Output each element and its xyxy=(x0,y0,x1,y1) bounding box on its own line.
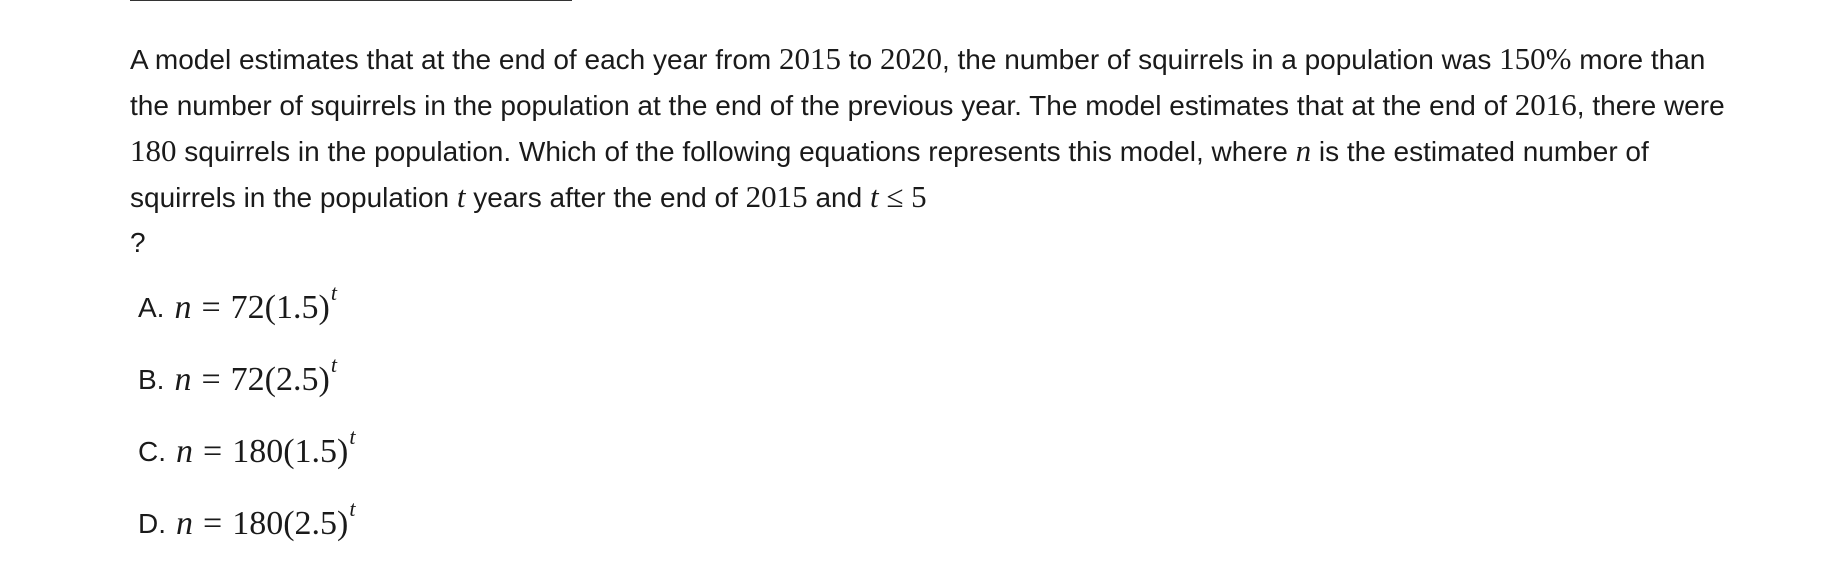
equation-exponent: t xyxy=(349,424,356,449)
choice-b[interactable]: B. n = 72(2.5)t xyxy=(138,344,355,416)
question-part: and xyxy=(807,182,870,213)
math-cond-op: ≤ xyxy=(879,179,912,214)
choice-letter: D. xyxy=(138,508,166,539)
choice-letter: B. xyxy=(138,364,165,395)
choice-equation: n = 72(2.5)t xyxy=(174,354,336,399)
math-percent: 150% xyxy=(1499,41,1572,76)
math-year-known: 2016 xyxy=(1514,87,1577,122)
question-part: is the estimated number of squirrels in … xyxy=(130,136,1649,213)
equation-base: (2.5) xyxy=(264,361,330,398)
math-year-end: 2020 xyxy=(879,41,942,76)
equation-equals: = xyxy=(203,433,223,470)
question-part: , there were xyxy=(1576,90,1725,121)
math-cond-val: 5 xyxy=(911,179,927,214)
choice-a[interactable]: A. n = 72(1.5)t xyxy=(138,272,355,344)
math-cond-var: t xyxy=(869,179,879,214)
choice-equation: n = 72(1.5)t xyxy=(174,282,336,327)
question-part: , the number of squirrels in a populatio… xyxy=(941,44,1500,75)
choice-equation: n = 180(2.5)t xyxy=(176,498,355,543)
math-leq: ≤ xyxy=(886,179,904,214)
math-count: 180 xyxy=(130,133,177,168)
equation-exponent: t xyxy=(330,280,337,305)
question-part: years after the end of xyxy=(465,182,746,213)
math-var-t: t xyxy=(456,179,466,214)
choice-d[interactable]: D. n = 180(2.5)t xyxy=(138,488,355,560)
equation-coefficient: 72 xyxy=(230,289,265,326)
equation-equals: = xyxy=(203,505,223,542)
equation-base: (2.5) xyxy=(283,505,349,542)
equation-equals: = xyxy=(201,361,221,398)
choice-c[interactable]: C. n = 180(1.5)t xyxy=(138,416,355,488)
equation-equals: = xyxy=(201,289,221,326)
math-year-base: 2015 xyxy=(745,179,808,214)
question-part: more than the number of squirrels in the… xyxy=(130,44,1706,121)
equation-exponent: t xyxy=(349,496,356,521)
equation-var: n xyxy=(174,289,192,326)
question-text: A model estimates that at the end of eac… xyxy=(130,36,1740,265)
math-var-n: n xyxy=(1295,133,1312,168)
question-part: A model estimates that at the end of eac… xyxy=(130,44,780,75)
choice-letter: C. xyxy=(138,436,166,467)
equation-base: (1.5) xyxy=(283,433,349,470)
equation-coefficient: 72 xyxy=(230,361,265,398)
question-part: squirrels in the population. Which of th… xyxy=(176,136,1296,167)
equation-var: n xyxy=(176,505,193,542)
equation-base: (1.5) xyxy=(264,289,330,326)
question-mark: ? xyxy=(130,227,146,258)
equation-coefficient: 180 xyxy=(232,433,284,470)
top-divider xyxy=(130,0,572,1)
choice-equation: n = 180(1.5)t xyxy=(176,426,355,471)
equation-exponent: t xyxy=(330,352,337,377)
answer-choices: A. n = 72(1.5)t B. n = 72(2.5)t C. n = 180(1.5… xyxy=(138,272,355,560)
math-year-start: 2015 xyxy=(779,41,842,76)
equation-coefficient: 180 xyxy=(232,505,284,542)
equation-var: n xyxy=(174,361,192,398)
choice-letter: A. xyxy=(138,292,165,323)
question-part: to xyxy=(841,44,880,75)
equation-var: n xyxy=(176,433,193,470)
